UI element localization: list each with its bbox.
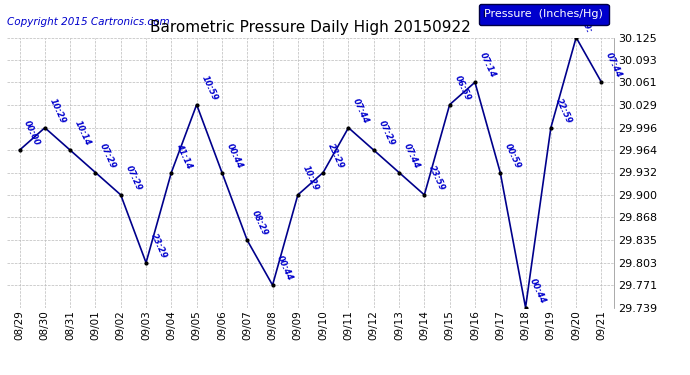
Text: 07:44: 07:44 — [351, 97, 371, 125]
Text: 10:14: 10:14 — [73, 119, 92, 147]
Text: 10:29: 10:29 — [48, 97, 67, 125]
Text: 41:14: 41:14 — [174, 141, 194, 170]
Text: 23:29: 23:29 — [149, 232, 168, 260]
Text: 09:: 09: — [579, 17, 593, 35]
Text: 00:59: 00:59 — [503, 141, 522, 170]
Text: 07:44: 07:44 — [402, 141, 422, 170]
Legend: Pressure  (Inches/Hg): Pressure (Inches/Hg) — [479, 4, 609, 25]
Text: 00:44: 00:44 — [529, 276, 548, 305]
Text: 23:59: 23:59 — [427, 164, 446, 192]
Text: 07:29: 07:29 — [124, 164, 143, 192]
Title: Barometric Pressure Daily High 20150922: Barometric Pressure Daily High 20150922 — [150, 20, 471, 35]
Text: 07:14: 07:14 — [477, 51, 497, 80]
Text: 08:29: 08:29 — [250, 209, 270, 238]
Text: 07:29: 07:29 — [98, 141, 118, 170]
Text: 06:59: 06:59 — [453, 74, 472, 102]
Text: Copyright 2015 Cartronics.com: Copyright 2015 Cartronics.com — [7, 17, 170, 27]
Text: 07:44: 07:44 — [604, 51, 624, 80]
Text: 22:59: 22:59 — [553, 97, 573, 125]
Text: 10:29: 10:29 — [301, 164, 320, 192]
Text: 00:44: 00:44 — [275, 254, 295, 282]
Text: 00:00: 00:00 — [22, 119, 42, 147]
Text: 10:59: 10:59 — [199, 74, 219, 102]
Text: 23:29: 23:29 — [326, 141, 346, 170]
Text: 00:44: 00:44 — [225, 141, 244, 170]
Text: 07:29: 07:29 — [377, 119, 396, 147]
